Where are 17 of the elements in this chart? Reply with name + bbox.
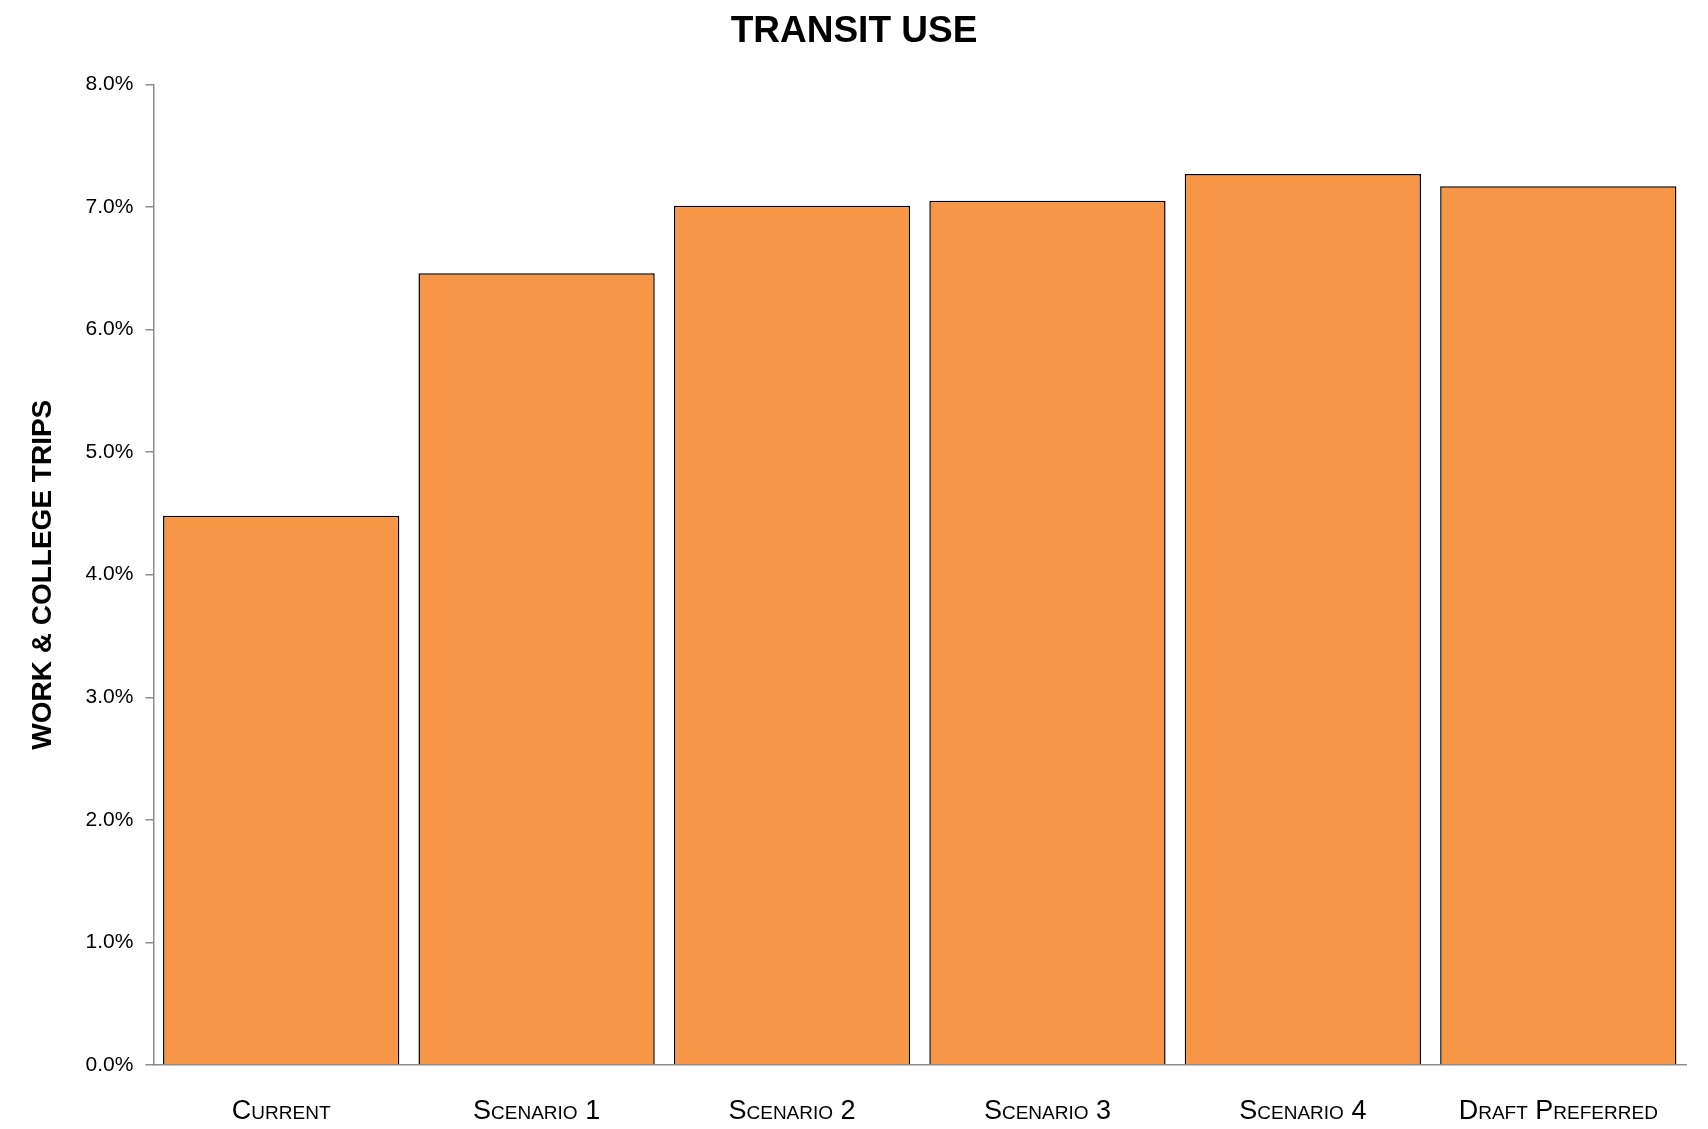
x-tick-label: Draft Preferred [1458,1095,1658,1126]
y-tick-label: 6.0% [85,316,134,340]
y-axis-title: WORK & COLLEGE TRIPS [25,399,57,750]
x-tick-label: Current [231,1095,331,1126]
x-tick-label: Scenario 3 [983,1095,1111,1126]
chart-title: TRANSIT USE [730,9,978,51]
y-tick-label: 0.0% [85,1051,134,1075]
y-tick-label: 3.0% [85,684,134,708]
y-tick-label: 7.0% [85,193,134,217]
y-tick-label: 8.0% [85,71,134,95]
y-tick-label: 4.0% [85,561,134,585]
y-tick-label: 5.0% [85,438,134,462]
x-tick-label: Scenario 2 [728,1095,856,1126]
y-tick-label: 2.0% [85,806,134,830]
y-tick-label: 1.0% [85,929,134,953]
x-tick-label: Scenario 4 [1239,1095,1367,1126]
x-tick-label: Scenario 1 [473,1095,601,1126]
